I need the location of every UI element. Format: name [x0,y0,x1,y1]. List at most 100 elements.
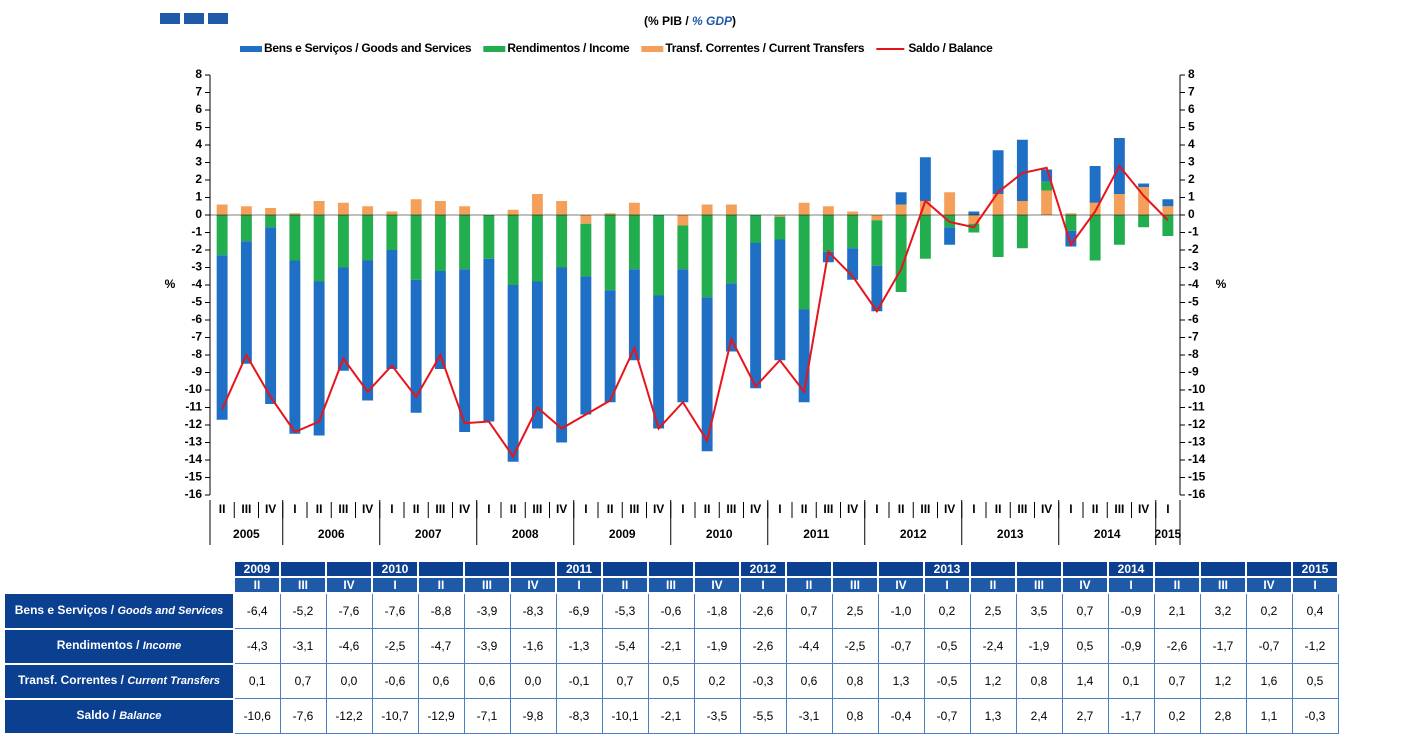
value-cell: 2,5 [831,592,879,629]
value-cell: 0,4 [1291,592,1339,629]
y-tick-label: -2 [191,242,202,256]
bar-segment [556,215,568,268]
value-cell: -1,9 [693,628,741,664]
quarter-cell: II [233,576,281,594]
quarter-cell: II [969,576,1017,594]
x-tick-label: I [1069,502,1072,516]
y-tick-label: 0 [195,207,202,221]
y-tick-label: -13 [185,435,203,449]
quarter-cell: IV [1245,576,1293,594]
bar-segment [434,271,446,369]
row-label-en: Goods and Services [117,604,224,617]
quarter-cell: IV [877,576,925,594]
bar-segment [410,199,422,215]
year-label: 2013 [997,527,1024,541]
value-cell: 0,7 [1153,663,1201,699]
bar-segment [774,215,786,217]
value-cell: -2,6 [739,592,787,629]
value-cell: -1,9 [1015,628,1063,664]
bar-segment [483,258,495,422]
x-tick-label: IV [265,502,276,516]
bar-segment [556,201,568,215]
x-tick-label: II [995,502,1002,516]
bar-segment [774,216,786,240]
bar-segment [313,281,325,436]
year-cell: 2013 [923,560,971,578]
bar-segment [1138,187,1150,215]
year-cell: 2010 [371,560,419,578]
x-tick-label: III [920,502,930,516]
y2-tick-label: 3 [1188,155,1195,169]
value-cell: -0,5 [923,628,971,664]
bar-segment [628,269,640,361]
x-tick-label: IV [1138,502,1149,516]
logo-block [184,13,204,24]
bar-segment [362,206,374,215]
y2-tick-label: -16 [1188,487,1206,501]
y2-tick-label: -3 [1188,260,1199,274]
y2-tick-label: 1 [1188,190,1195,204]
bar-segment [944,192,956,215]
year-cell [1245,560,1293,578]
bar-segment [1016,215,1028,249]
quarter-cell: I [555,576,603,594]
value-cell: -1,7 [1107,698,1155,734]
value-cell: 3,2 [1199,592,1247,629]
bar-segment [701,204,713,215]
row-label: Bens e Serviços / Goods and Services [3,592,235,630]
x-tick-label: IV [556,502,567,516]
bar-segment [798,309,810,403]
value-cell: -1,6 [509,628,557,664]
year-cell [693,560,741,578]
x-tick-label: III [726,502,736,516]
bar-segment [265,208,277,215]
bar-segment [337,202,349,215]
quarter-row: II III IV I II III IV I II III IV I II III IV I II III IV I… [4,576,1339,594]
bar-segment [871,265,883,312]
value-cell: -0,7 [877,628,925,664]
y2-tick-label: -9 [1188,365,1199,379]
y2-tick-label: -12 [1188,417,1206,431]
y2-tick-label: -14 [1188,452,1206,466]
value-cell: 0,0 [325,663,373,699]
table-row: Saldo / Balance -10,6 -7,6 -12,2 -10,7 -12,9-… [3,697,1339,735]
bar-segment [240,215,252,242]
value-cell: -4,7 [417,628,465,664]
y2-tick-label: 6 [1188,102,1195,116]
value-cell: 1,6 [1245,663,1293,699]
y2-axis-label: % [1216,277,1227,291]
year-label: 2005 [233,527,260,541]
bar-segment [410,279,422,413]
value-cell: 2,4 [1015,698,1063,734]
bar-segment [337,215,349,268]
bar-segment [847,215,859,249]
bar-segment [507,285,519,462]
bar-segment [386,250,398,369]
value-cell: 0,2 [923,592,971,629]
value-cell: 0,6 [785,663,833,699]
quarter-cell: I [371,576,419,594]
quarter-cell: IV [509,576,557,594]
value-cell: 2,5 [969,592,1017,629]
table-row: Rendimentos / Income -4,3 -3,1 -4,6 -2,5 -4,7… [3,627,1339,665]
value-cell: 0,8 [831,698,879,734]
y2-tick-label: 2 [1188,172,1195,186]
value-cell: -6,4 [233,592,281,629]
x-tick-label: IV [750,502,761,516]
value-cell: 0,7 [279,663,327,699]
row-label-pt: Rendimentos / [56,638,143,652]
bar-segment [895,215,907,292]
row-label-pt: Saldo / [76,708,120,722]
x-tick-label: II [801,502,808,516]
bar-segment [1041,169,1053,182]
bar-segment [313,215,325,282]
y-tick-label: 1 [195,190,202,204]
y-tick-label: 5 [195,120,202,134]
bar-segment [895,192,907,205]
value-cell: 3,5 [1015,592,1063,629]
bar-segment [725,215,737,284]
x-tick-label: I [972,502,975,516]
bar-segment [265,227,277,404]
bar-segment [871,220,883,266]
bar-segment [725,204,737,215]
